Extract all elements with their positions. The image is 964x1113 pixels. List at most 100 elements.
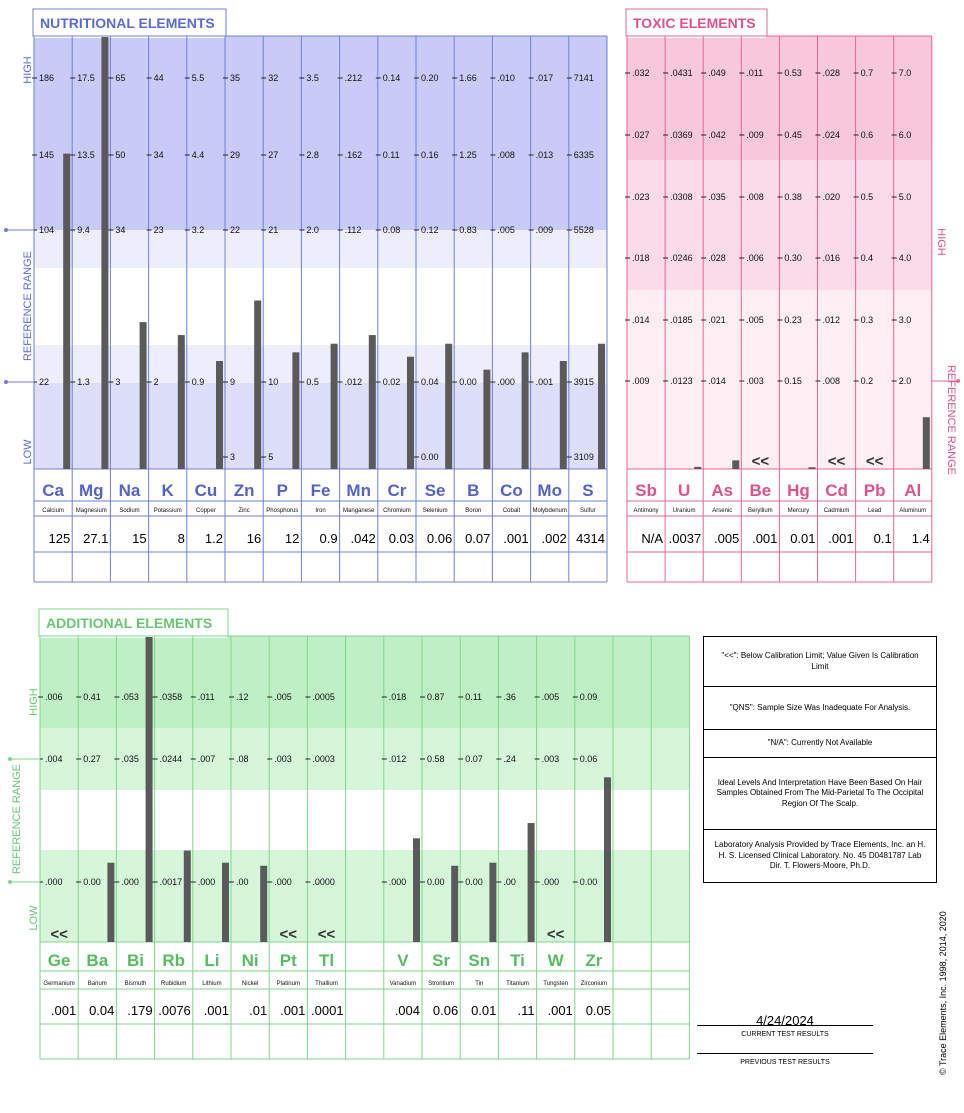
- additional-band: [40, 850, 690, 942]
- toxic-tick-label: .0308: [670, 192, 693, 202]
- toxic-tick-label: .021: [708, 315, 726, 325]
- nutritional-element-name: Magnesium: [76, 508, 107, 514]
- nutritional-element-name: Copper: [196, 508, 216, 514]
- nutritional-result-value: 0.06: [427, 531, 452, 546]
- nutritional-tick-label: 3109: [574, 452, 594, 462]
- nutritional-tick-label: 3.5: [306, 73, 319, 83]
- toxic-element-name: Uranium: [673, 508, 696, 514]
- nutritional-band: [34, 36, 607, 230]
- nutritional-symbol: Se: [425, 481, 446, 500]
- additional-below-limit-marker: <<: [280, 926, 298, 943]
- nutritional-element-name: Manganese: [343, 508, 375, 514]
- nutritional-tick-label: 0.14: [383, 73, 401, 83]
- additional-title: ADDITIONAL ELEMENTS: [46, 615, 212, 631]
- nutritional-tick-label: 186: [39, 73, 54, 83]
- nutritional-tick-label: 0.11: [383, 150, 400, 160]
- nutritional-tick-label: 1.66: [459, 73, 477, 83]
- toxic-tick-label: .042: [708, 130, 726, 140]
- additional-tick-label: .018: [389, 692, 407, 702]
- additional-bar-bi-segment: [145, 790, 153, 850]
- additional-result-value: .004: [395, 1003, 420, 1018]
- toxic-symbol: U: [678, 481, 690, 500]
- additional-result-value: 0.05: [586, 1003, 611, 1018]
- toxic-element-name: Cadmium: [824, 508, 850, 514]
- nutritional-result-value: 8: [178, 531, 185, 546]
- nutritional-symbol: Na: [119, 481, 141, 500]
- legend-notes: "<<": Below Calibration Limit; Value Giv…: [703, 636, 937, 883]
- nutritional-bar-na-segment: [139, 322, 147, 345]
- additional-tick-label: 0.07: [465, 754, 483, 764]
- nutritional-title: NUTRITIONAL ELEMENTS: [40, 15, 215, 31]
- nutritional-tick-label: 21: [268, 225, 278, 235]
- additional-tick-label: .000: [542, 877, 560, 887]
- toxic-element-name: Mercury: [788, 508, 810, 514]
- nutritional-bar-fe: [330, 343, 338, 469]
- toxic-tick-label: 0.2: [861, 376, 874, 386]
- nutritional-tick-label: 4.4: [192, 150, 205, 160]
- additional-result-value: .01: [249, 1003, 267, 1018]
- toxic-tick-label: .012: [823, 315, 841, 325]
- toxic-tick-label: .023: [632, 192, 650, 202]
- additional-bar-sn: [489, 862, 497, 942]
- nutritional-element-name: Molybdenum: [533, 508, 567, 514]
- additional-tick-label: .004: [45, 754, 63, 764]
- toxic-element-name: Beryllium: [748, 508, 773, 514]
- copyright-notice: © Trace Elements, Inc. 1998, 2014, 2020: [938, 911, 948, 1075]
- nutritional-symbol: Ca: [42, 481, 64, 500]
- nutritional-bar-mg-segment: [101, 268, 109, 345]
- nutritional-bar-mn: [368, 335, 376, 469]
- additional-result-value: .001: [51, 1003, 76, 1018]
- toxic-result-value: 0.01: [790, 531, 815, 546]
- toxic-tick-label: 0.45: [784, 130, 802, 140]
- nutritional-element-name: Iron: [315, 508, 325, 514]
- nutritional-symbol: Mn: [346, 481, 371, 500]
- nutritional-tick-label: 44: [154, 73, 164, 83]
- toxic-symbol: Sb: [635, 481, 657, 500]
- nutritional-tick-label: 23: [154, 225, 164, 235]
- nutritional-result-value: .001: [503, 531, 528, 546]
- additional-tick-label: .000: [274, 877, 292, 887]
- nutritional-result-value: 0.07: [465, 531, 490, 546]
- nutritional-bar-cu: [216, 361, 223, 469]
- additional-tick-label: .0003: [312, 754, 335, 764]
- toxic-tick-label: 0.38: [784, 192, 802, 202]
- additional-result-value: .001: [547, 1003, 572, 1018]
- nutritional-tick-label: 3: [230, 452, 235, 462]
- additional-bar-v: [413, 838, 420, 942]
- nutritional-tick-label: 32: [268, 73, 278, 83]
- nutritional-tick-label: 17.5: [77, 73, 95, 83]
- toxic-below-limit-marker: <<: [866, 453, 884, 470]
- additional-tick-label: 0.00: [427, 877, 445, 887]
- additional-tick-label: .005: [274, 692, 292, 702]
- nutritional-side-reference: REFERENCE RANGE: [22, 251, 34, 361]
- nutritional-bar-fe-segment: [330, 343, 338, 345]
- additional-symbol: Bi: [127, 951, 144, 970]
- additional-element-name: Rubidium: [161, 981, 186, 987]
- nutritional-bar-s: [598, 343, 605, 469]
- additional-tick-label: .000: [389, 877, 407, 887]
- nutritional-bar-s-segment: [598, 343, 605, 345]
- toxic-tick-label: .003: [746, 376, 764, 386]
- nutritional-tick-label: 6335: [574, 150, 594, 160]
- toxic-bar-as: [732, 460, 740, 469]
- additional-symbol: Zr: [585, 951, 602, 970]
- note-below-calibration: "<<": Below Calibration Limit; Value Giv…: [704, 637, 936, 687]
- previous-results-label: PREVIOUS TEST RESULTS: [740, 1059, 830, 1066]
- nutritional-tick-label: 0.12: [421, 225, 439, 235]
- toxic-symbol: As: [711, 481, 733, 500]
- toxic-tick-label: 5.0: [899, 192, 912, 202]
- toxic-below-limit-marker: <<: [828, 453, 846, 470]
- additional-tick-label: 0.00: [580, 877, 598, 887]
- additional-tick-label: .000: [45, 877, 63, 887]
- toxic-tick-label: .009: [632, 376, 650, 386]
- nutritional-symbol: S: [582, 481, 593, 500]
- additional-result-value: .11: [517, 1003, 534, 1018]
- toxic-tick-label: 0.5: [861, 192, 874, 202]
- additional-bar-sr: [451, 865, 459, 942]
- toxic-symbol: Be: [749, 481, 771, 500]
- nutritional-tick-label: 0.08: [383, 225, 401, 235]
- additional-symbol: Sn: [468, 951, 490, 970]
- nutritional-tick-label: .005: [497, 225, 515, 235]
- additional-below-limit-marker: <<: [318, 926, 336, 943]
- nutritional-symbol: B: [467, 481, 479, 500]
